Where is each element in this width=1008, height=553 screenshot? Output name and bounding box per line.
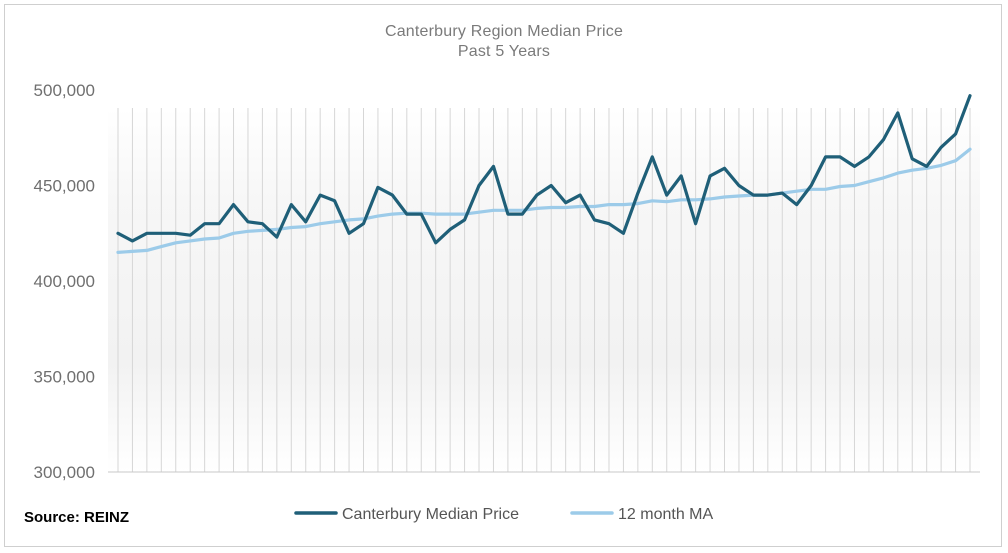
y-tick-label: 450,000 [34,177,95,196]
y-tick-label: 350,000 [34,368,95,387]
chart-title: Canterbury Region Median Price [384,23,624,40]
series-line-12-month-ma [116,147,972,254]
y-tick-label: 300,000 [34,463,95,482]
chart-subtitle: Past 5 Years [457,43,551,60]
plot-background [108,108,980,472]
source-label: Source: REINZ [24,509,130,526]
legend-label-12-month-ma: 12 month MA [618,506,713,523]
y-tick-label: 500,000 [34,81,95,100]
legend-label-median-price: Canterbury Median Price [342,506,519,523]
series-line-median-price [116,94,972,245]
y-tick-label: 400,000 [34,272,95,291]
